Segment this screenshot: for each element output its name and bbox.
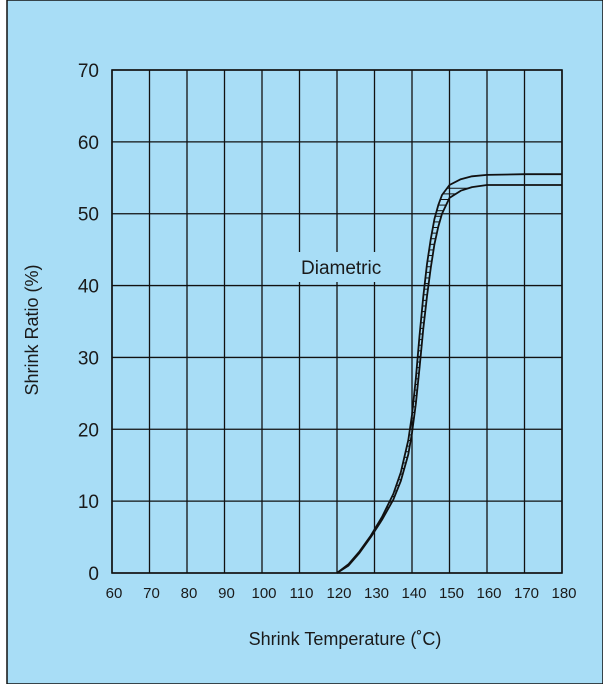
- y-tick-label: 70: [78, 61, 99, 82]
- x-tick-label: 170: [514, 585, 539, 602]
- y-tick-label: 10: [78, 492, 99, 513]
- series-line-2: [336, 184, 562, 574]
- x-tick-label: 130: [364, 585, 389, 602]
- x-tick-label: 60: [106, 585, 123, 602]
- panel-background: [6, 0, 603, 685]
- y-tick-label: 0: [88, 564, 99, 585]
- y-tick-label: 60: [78, 133, 99, 154]
- y-tick-label: 30: [78, 348, 99, 369]
- annotation-diametric: Diametric: [301, 258, 381, 279]
- x-tick-label: 110: [290, 585, 314, 602]
- series-curves: [336, 173, 562, 574]
- y-tick-label: 50: [78, 205, 99, 226]
- x-axis-label: Shrink Temperature (˚C): [249, 629, 442, 649]
- x-tick-label: 90: [218, 585, 235, 602]
- y-axis-label: Shrink Ratio (%): [22, 264, 42, 395]
- x-tick-label: 150: [439, 585, 464, 602]
- y-tick-label: 40: [78, 277, 99, 298]
- series-line-1: [336, 173, 562, 574]
- x-tick-label: 80: [181, 585, 198, 602]
- y-tick-label: 20: [78, 420, 99, 441]
- x-tick-label: 70: [143, 585, 160, 602]
- x-tick-label: 140: [401, 585, 426, 602]
- x-tick-labels: 60 70 80 90 100 110 120 130 140 150 160 170 180: [106, 585, 577, 602]
- grid-lines: [111, 69, 563, 574]
- y-tick-labels: 0 10 20 30 40 50 60 70: [78, 61, 99, 585]
- x-tick-label: 180: [551, 585, 576, 602]
- annotation-background: [297, 252, 405, 282]
- x-tick-label: 160: [476, 585, 501, 602]
- x-tick-label: 100: [251, 585, 276, 602]
- x-tick-label: 120: [326, 585, 351, 602]
